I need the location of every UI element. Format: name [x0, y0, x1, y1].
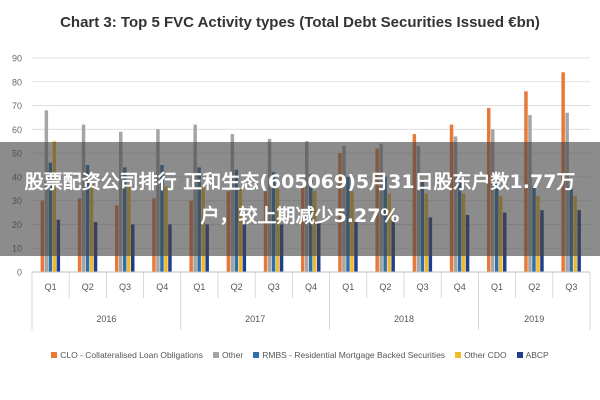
- x-tick-label: Q3: [565, 282, 577, 292]
- y-tick-label: 80: [12, 77, 22, 87]
- chart-title: Chart 3: Top 5 FVC Activity types (Total…: [60, 14, 540, 31]
- legend-label: Other: [221, 350, 244, 360]
- legend-swatch: [253, 352, 260, 358]
- x-tick-label: Q4: [454, 282, 466, 292]
- x-tick-label: Q1: [193, 282, 205, 292]
- x-tick-label: Q4: [156, 282, 168, 292]
- y-tick-label: 0: [17, 268, 22, 278]
- x-tick-label: Q3: [417, 282, 429, 292]
- x-tick-label: Q1: [342, 282, 354, 292]
- x-tick-label: Q2: [231, 282, 243, 292]
- year-label: 2016: [96, 314, 116, 324]
- legend-label: RMBS - Residential Mortgage Backed Secur…: [262, 350, 446, 360]
- legend-label: ABCP: [525, 350, 549, 360]
- legend-item: RMBS - Residential Mortgage Backed Secur…: [253, 350, 445, 360]
- headline-text: 股票配资公司排行 正和生态(605069)5月31日股东户数1.77万户，较上期…: [24, 171, 576, 227]
- x-tick-label: Q1: [45, 282, 57, 292]
- legend-item: Other CDO: [455, 350, 507, 360]
- legend-swatch: [51, 352, 58, 358]
- headline-banner: 股票配资公司排行 正和生态(605069)5月31日股东户数1.77万户，较上期…: [0, 142, 600, 256]
- y-tick-label: 70: [12, 101, 22, 111]
- legend-item: Other: [212, 350, 244, 360]
- year-label: 2018: [394, 314, 414, 324]
- legend-swatch: [516, 352, 523, 358]
- legend-item: CLO - Collateralised Loan Obligations: [51, 350, 203, 360]
- x-tick-label: Q3: [119, 282, 131, 292]
- legend-label: Other CDO: [464, 350, 507, 360]
- y-tick-label: 90: [12, 54, 22, 64]
- legend-swatch: [212, 352, 219, 358]
- x-tick-label: Q3: [268, 282, 280, 292]
- x-tick-label: Q4: [305, 282, 317, 292]
- x-tick-label: Q2: [82, 282, 94, 292]
- legend-label: CLO - Collateralised Loan Obligations: [60, 350, 203, 360]
- x-tick-label: Q2: [528, 282, 540, 292]
- legend-swatch: [455, 352, 462, 358]
- legend-item: ABCP: [516, 350, 549, 360]
- year-label: 2019: [524, 314, 544, 324]
- chart-legend: CLO - Collateralised Loan Obligations Oth…: [0, 350, 600, 360]
- y-tick-label: 60: [12, 125, 22, 135]
- year-label: 2017: [245, 314, 265, 324]
- x-tick-label: Q1: [491, 282, 503, 292]
- x-tick-label: Q2: [379, 282, 391, 292]
